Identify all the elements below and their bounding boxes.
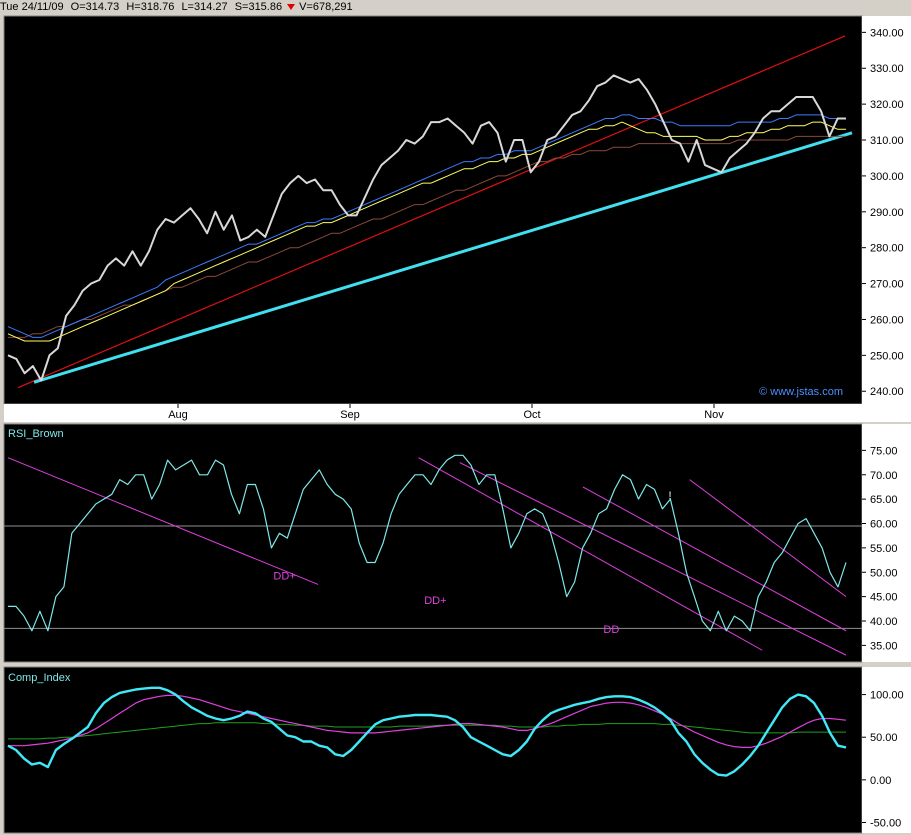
- quote-date: Tue 24/11/09: [0, 1, 64, 13]
- rsi-annotation: DD+: [424, 595, 446, 607]
- price-y-tick-label: 290.00: [870, 207, 904, 219]
- rsi-channel-line: [582, 486, 847, 632]
- comp-y-tick-label: 50.00: [870, 732, 898, 744]
- quote-high: H=318.76: [126, 1, 175, 13]
- rsi-axis-bg: [862, 424, 911, 662]
- date-x-tick-label: Nov: [704, 409, 724, 421]
- rsi-y-tick-label: 35.00: [870, 640, 898, 652]
- date-axis-bg: [4, 404, 911, 422]
- price-y-tick-label: 340.00: [870, 27, 904, 39]
- rsi-annotation: DD+: [273, 571, 295, 583]
- price-plot-bg: [3, 15, 863, 405]
- watermark: © www.jstas.com: [759, 386, 843, 398]
- price-y-tick-label: 300.00: [870, 171, 904, 183]
- date-x-tick-label: Oct: [523, 409, 540, 421]
- price-panel: [3, 15, 911, 405]
- price-y-tick-label: 270.00: [870, 279, 904, 291]
- rsi-y-tick-label: 40.00: [870, 616, 898, 628]
- quote-open: O=314.73: [70, 1, 120, 13]
- rsi-annotation: !: [668, 490, 671, 502]
- date-x-tick-label: Sep: [340, 409, 360, 421]
- rsi-channel-line: [7, 457, 319, 585]
- price-y-tick-label: 320.00: [870, 99, 904, 111]
- rsi-channel-line: [459, 462, 847, 656]
- comp-plot-bg: [3, 666, 863, 834]
- comp-y-tick-label: 0.00: [870, 775, 891, 787]
- comp-index-line: [7, 686, 847, 777]
- rsi-y-tick-label: 60.00: [870, 519, 898, 531]
- comp-panel-title: Comp_Index: [8, 672, 71, 684]
- rsi-panel-title: RSI_Brown: [8, 428, 64, 440]
- quote-header: Tue 24/11/09 O=314.73 H=318.76 L=314.27 …: [0, 0, 911, 16]
- comp-panel: Comp_Index: [3, 666, 911, 834]
- ma-yellow-line: [7, 121, 846, 342]
- rsi-annotation: DD: [603, 624, 619, 636]
- comp-axis-bg: [862, 667, 911, 833]
- price-y-tick-label: 260.00: [870, 314, 904, 326]
- price-line: [7, 74, 846, 382]
- quote-volume: V=678,291: [299, 1, 353, 13]
- rsi-y-tick-label: 75.00: [870, 445, 898, 457]
- rsi-plot-bg: [3, 423, 863, 663]
- quote-settle: S=315.86: [234, 1, 283, 13]
- down-arrow-icon: [287, 3, 296, 10]
- rsi-y-tick-label: 70.00: [870, 470, 898, 482]
- comp-y-tick-label: -50.00: [870, 817, 901, 829]
- price-y-tick-label: 330.00: [870, 63, 904, 75]
- comp-fast-ma-line: [8, 694, 847, 749]
- rsi-line: [8, 454, 847, 632]
- price-y-tick-label: 280.00: [870, 243, 904, 255]
- comp-y-tick-label: 100.00: [870, 690, 904, 702]
- red-trendline: [17, 35, 846, 389]
- rsi-channel-line: [689, 479, 847, 598]
- quote-low: L=314.27: [181, 1, 228, 13]
- price-y-tick-label: 310.00: [870, 135, 904, 147]
- cyan-trendline: [33, 131, 853, 384]
- comp-slow-ma-line: [8, 722, 846, 740]
- rsi-panel: RSI_Brown: [3, 423, 911, 663]
- date-x-tick-label: Aug: [168, 409, 188, 421]
- rsi-y-tick-label: 50.00: [870, 567, 898, 579]
- rsi-y-tick-label: 65.00: [870, 494, 898, 506]
- chart-marks: 340.00 330.00 320.00 310.00 300.00 290.00 280.…: [4, 27, 904, 829]
- price-y-tick-label: 250.00: [870, 350, 904, 362]
- ma-blue-line: [7, 114, 846, 338]
- rsi-channel-line: [418, 457, 763, 651]
- rsi-y-tick-label: 45.00: [870, 592, 898, 604]
- rsi-y-tick-label: 55.00: [870, 543, 898, 555]
- price-y-tick-label: 240.00: [870, 386, 904, 398]
- price-axis-bg: [862, 16, 911, 404]
